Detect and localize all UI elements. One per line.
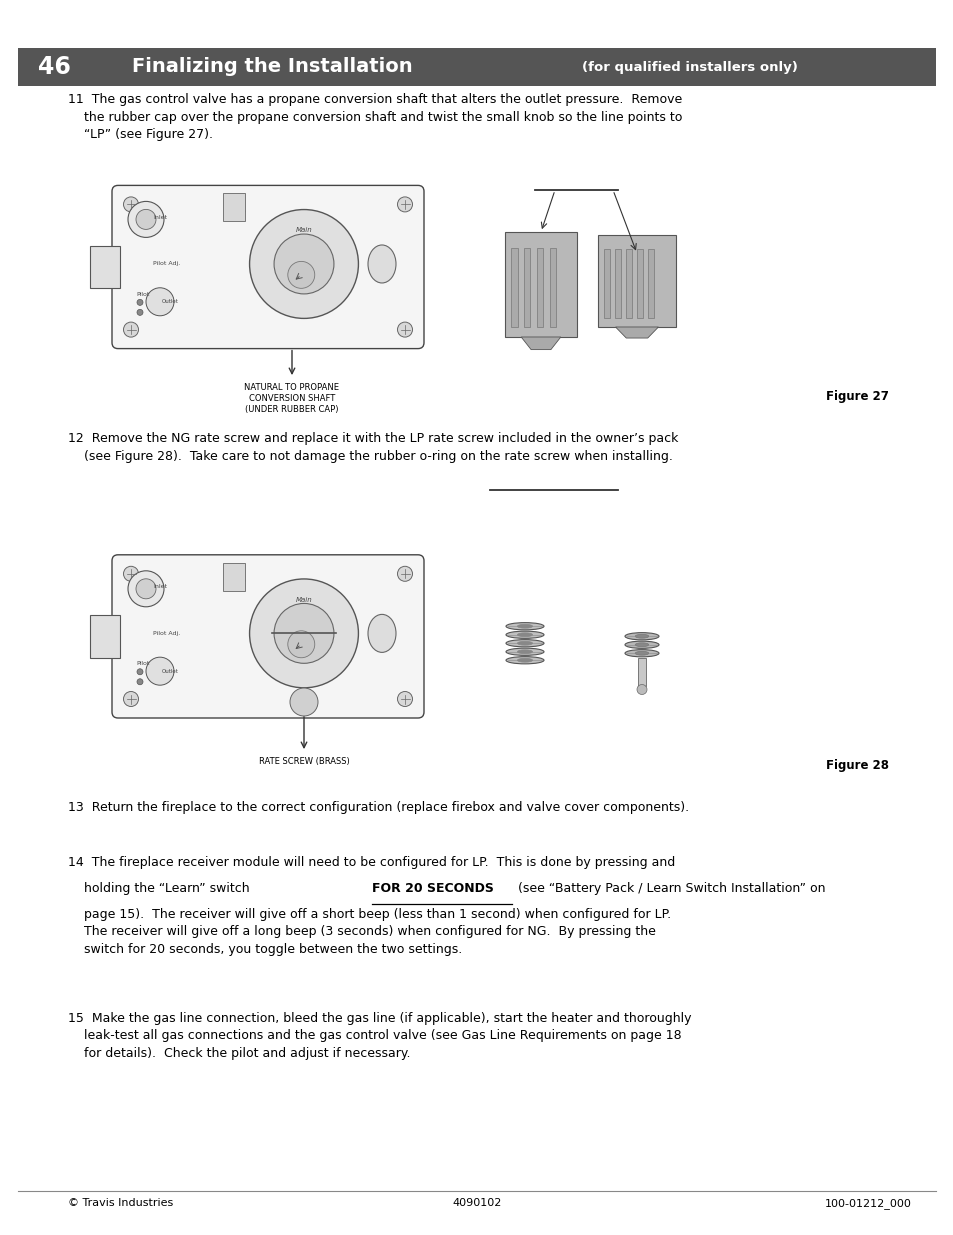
FancyBboxPatch shape (112, 555, 423, 718)
Text: Figure 27: Figure 27 (825, 390, 888, 403)
Ellipse shape (624, 650, 659, 657)
Bar (223, 563, 245, 590)
Text: FOR 20 SECONDS: FOR 20 SECONDS (372, 882, 494, 895)
Text: Main: Main (295, 597, 312, 603)
Ellipse shape (635, 643, 648, 647)
Bar (638, 657, 645, 685)
Circle shape (146, 288, 173, 316)
Bar (598, 235, 676, 327)
Ellipse shape (624, 632, 659, 640)
Circle shape (397, 692, 412, 706)
Circle shape (137, 669, 143, 674)
Bar (523, 248, 530, 326)
Text: Figure 28: Figure 28 (825, 760, 888, 772)
Circle shape (290, 688, 317, 716)
Circle shape (146, 657, 173, 685)
Text: page 15).  The receiver will give off a short beep (less than 1 second) when con: page 15). The receiver will give off a s… (68, 908, 670, 956)
Text: 11  The gas control valve has a propane conversion shaft that alters the outlet : 11 The gas control valve has a propane c… (68, 93, 681, 141)
Bar (90, 615, 120, 657)
Circle shape (288, 262, 314, 288)
Circle shape (137, 679, 143, 684)
Ellipse shape (635, 635, 648, 638)
Text: (see “Battery Pack / Learn Switch Installation” on: (see “Battery Pack / Learn Switch Instal… (514, 882, 824, 895)
Text: 15  Make the gas line connection, bleed the gas line (if applicable), start the : 15 Make the gas line connection, bleed t… (68, 1011, 691, 1060)
Bar (90, 246, 120, 288)
Ellipse shape (517, 632, 532, 637)
Bar (537, 248, 543, 326)
Circle shape (137, 299, 143, 305)
Circle shape (239, 209, 245, 215)
Circle shape (397, 322, 412, 337)
Bar (603, 248, 609, 317)
Text: Outlet: Outlet (162, 668, 179, 673)
Circle shape (637, 684, 646, 694)
Circle shape (239, 578, 245, 584)
Bar (647, 248, 653, 317)
Text: 12  Remove the NG rate screw and replace it with the LP rate screw included in t: 12 Remove the NG rate screw and replace … (68, 432, 678, 462)
Ellipse shape (505, 640, 543, 647)
Text: 100-01212_000: 100-01212_000 (824, 1198, 911, 1209)
Ellipse shape (505, 622, 543, 630)
Circle shape (123, 196, 138, 212)
Text: Pilot: Pilot (136, 291, 150, 296)
Text: © Travis Industries: © Travis Industries (68, 1198, 173, 1208)
Circle shape (229, 578, 234, 584)
Bar (223, 194, 245, 221)
Text: Main: Main (295, 227, 312, 233)
Circle shape (123, 567, 138, 582)
Circle shape (123, 322, 138, 337)
Text: Outlet: Outlet (162, 299, 179, 304)
Text: Pilot: Pilot (136, 661, 150, 666)
Text: RATE SCREW (BRASS): RATE SCREW (BRASS) (258, 757, 349, 766)
Ellipse shape (505, 631, 543, 638)
Text: Inlet: Inlet (152, 215, 167, 220)
Bar (18, 48, 935, 86)
Ellipse shape (517, 625, 532, 629)
Circle shape (123, 692, 138, 706)
Text: Inlet: Inlet (152, 584, 167, 589)
Ellipse shape (505, 657, 543, 664)
Ellipse shape (368, 245, 395, 283)
Text: 14  The fireplace receiver module will need to be configured for LP.  This is do: 14 The fireplace receiver module will ne… (68, 856, 675, 869)
Ellipse shape (517, 658, 532, 662)
Text: 46: 46 (38, 56, 71, 79)
Text: holding the “Learn” switch: holding the “Learn” switch (68, 882, 253, 895)
Bar (615, 248, 619, 317)
Circle shape (250, 579, 358, 688)
Ellipse shape (368, 614, 395, 652)
Polygon shape (615, 327, 658, 338)
Circle shape (137, 309, 143, 315)
Circle shape (128, 201, 164, 237)
Circle shape (250, 210, 358, 319)
Circle shape (274, 235, 334, 294)
Circle shape (397, 567, 412, 582)
Ellipse shape (517, 650, 532, 653)
Circle shape (397, 196, 412, 212)
Text: Pilot Adj.: Pilot Adj. (152, 631, 180, 636)
Circle shape (288, 631, 314, 658)
Circle shape (128, 571, 164, 606)
Circle shape (229, 209, 234, 215)
Bar (550, 248, 556, 326)
Ellipse shape (635, 651, 648, 655)
Bar (625, 248, 631, 317)
Text: 13  Return the fireplace to the correct configuration (replace firebox and valve: 13 Return the fireplace to the correct c… (68, 802, 688, 814)
Circle shape (274, 604, 334, 663)
Ellipse shape (517, 641, 532, 645)
Ellipse shape (505, 648, 543, 656)
Text: 4090102: 4090102 (452, 1198, 501, 1208)
Text: Pilot Adj.: Pilot Adj. (152, 262, 180, 267)
FancyBboxPatch shape (112, 185, 423, 348)
Bar (504, 232, 577, 337)
Circle shape (136, 579, 156, 599)
Circle shape (136, 210, 156, 230)
Bar (511, 248, 517, 326)
Ellipse shape (624, 641, 659, 648)
Text: (for qualified installers only): (for qualified installers only) (581, 61, 797, 74)
Text: NATURAL TO PROPANE
CONVERSION SHAFT
(UNDER RUBBER CAP): NATURAL TO PROPANE CONVERSION SHAFT (UND… (244, 383, 339, 414)
Polygon shape (520, 337, 560, 350)
Text: Finalizing the Installation: Finalizing the Installation (132, 58, 413, 77)
Bar (637, 248, 641, 317)
